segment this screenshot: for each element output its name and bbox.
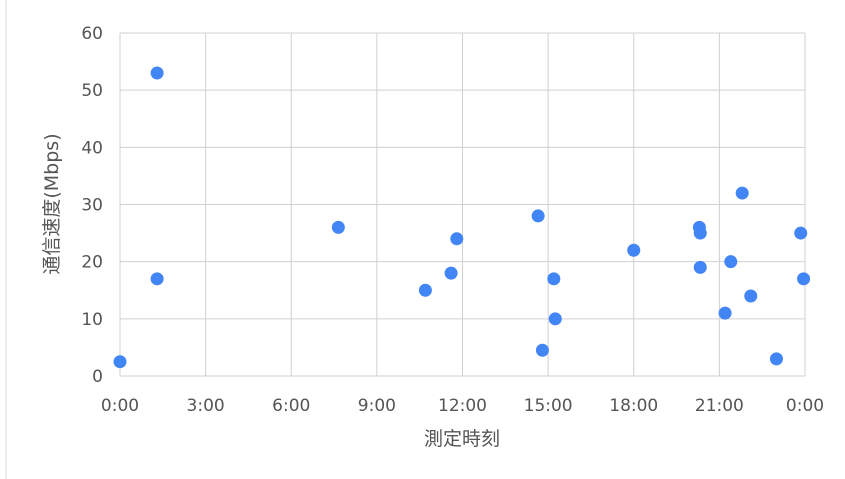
data-point	[113, 355, 127, 369]
data-point	[718, 306, 732, 320]
data-point	[627, 243, 641, 257]
x-tick-label: 6:00	[272, 396, 310, 416]
x-tick-label: 3:00	[187, 396, 225, 416]
y-tick-label: 0	[92, 367, 103, 387]
x-tick-label: 12:00	[438, 396, 487, 416]
y-axis-title: 通信速度(Mbps)	[41, 133, 63, 274]
data-point	[150, 66, 164, 80]
data-point	[744, 289, 758, 303]
x-tick-label: 0:00	[786, 396, 824, 416]
gridlines	[119, 32, 806, 377]
y-tick-label: 20	[81, 253, 103, 273]
y-tick-label: 50	[81, 81, 103, 101]
data-point	[547, 272, 561, 286]
data-point	[535, 343, 549, 357]
data-point	[769, 352, 783, 366]
data-point	[444, 266, 458, 280]
x-axis-title: 測定時刻	[424, 428, 500, 450]
data-point	[548, 312, 562, 326]
data-point	[531, 209, 545, 223]
data-point	[693, 260, 707, 274]
x-tick-labels: 0:00 3:00 6:00 9:00 12:00 15:00 18:00 21:00 0:00	[101, 396, 824, 416]
data-point	[418, 283, 432, 297]
data-point	[735, 186, 749, 200]
data-point	[150, 272, 164, 286]
y-tick-label: 60	[81, 24, 103, 44]
x-tick-label: 21:00	[695, 396, 744, 416]
data-point	[724, 255, 738, 269]
data-point	[693, 226, 707, 240]
y-tick-label: 30	[81, 196, 103, 216]
x-tick-label: 0:00	[101, 396, 139, 416]
x-tick-label: 15:00	[524, 396, 573, 416]
y-tick-label: 10	[81, 310, 103, 330]
data-points	[113, 66, 811, 369]
x-tick-label: 9:00	[358, 396, 396, 416]
data-point	[797, 272, 811, 286]
data-point	[450, 232, 464, 246]
x-tick-label: 18:00	[609, 396, 658, 416]
data-point	[331, 220, 345, 234]
y-tick-labels: 0 10 20 30 40 50 60	[81, 24, 103, 387]
data-point	[794, 226, 808, 240]
y-tick-label: 40	[81, 138, 103, 158]
